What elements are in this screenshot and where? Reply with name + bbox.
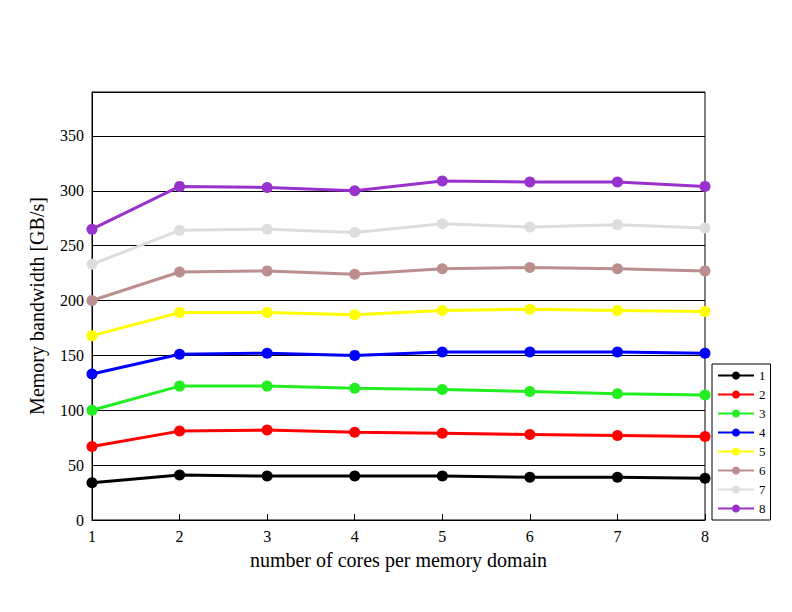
svg-text:7: 7 [759, 482, 766, 497]
svg-text:250: 250 [60, 237, 84, 254]
svg-text:Memory bandwidth [GB/s]: Memory bandwidth [GB/s] [26, 197, 49, 415]
svg-text:6: 6 [526, 528, 534, 545]
svg-text:300: 300 [60, 182, 84, 199]
svg-text:8: 8 [701, 528, 709, 545]
svg-text:3: 3 [759, 406, 766, 421]
svg-text:7: 7 [613, 528, 621, 545]
svg-text:5: 5 [759, 444, 766, 459]
svg-text:0: 0 [76, 512, 84, 529]
svg-text:350: 350 [60, 127, 84, 144]
svg-text:6: 6 [759, 463, 766, 478]
svg-text:4: 4 [759, 425, 766, 440]
svg-text:150: 150 [60, 347, 84, 364]
svg-text:2: 2 [176, 528, 184, 545]
svg-text:1: 1 [88, 528, 96, 545]
svg-text:50: 50 [68, 457, 84, 474]
svg-text:3: 3 [263, 528, 271, 545]
svg-text:1: 1 [759, 368, 766, 383]
svg-text:2: 2 [759, 387, 766, 402]
svg-text:4: 4 [351, 528, 359, 545]
svg-text:8: 8 [759, 501, 766, 516]
svg-text:5: 5 [438, 528, 446, 545]
svg-text:number of cores per memory dom: number of cores per memory domain [250, 549, 547, 572]
svg-text:100: 100 [60, 402, 84, 419]
svg-text:200: 200 [60, 292, 84, 309]
